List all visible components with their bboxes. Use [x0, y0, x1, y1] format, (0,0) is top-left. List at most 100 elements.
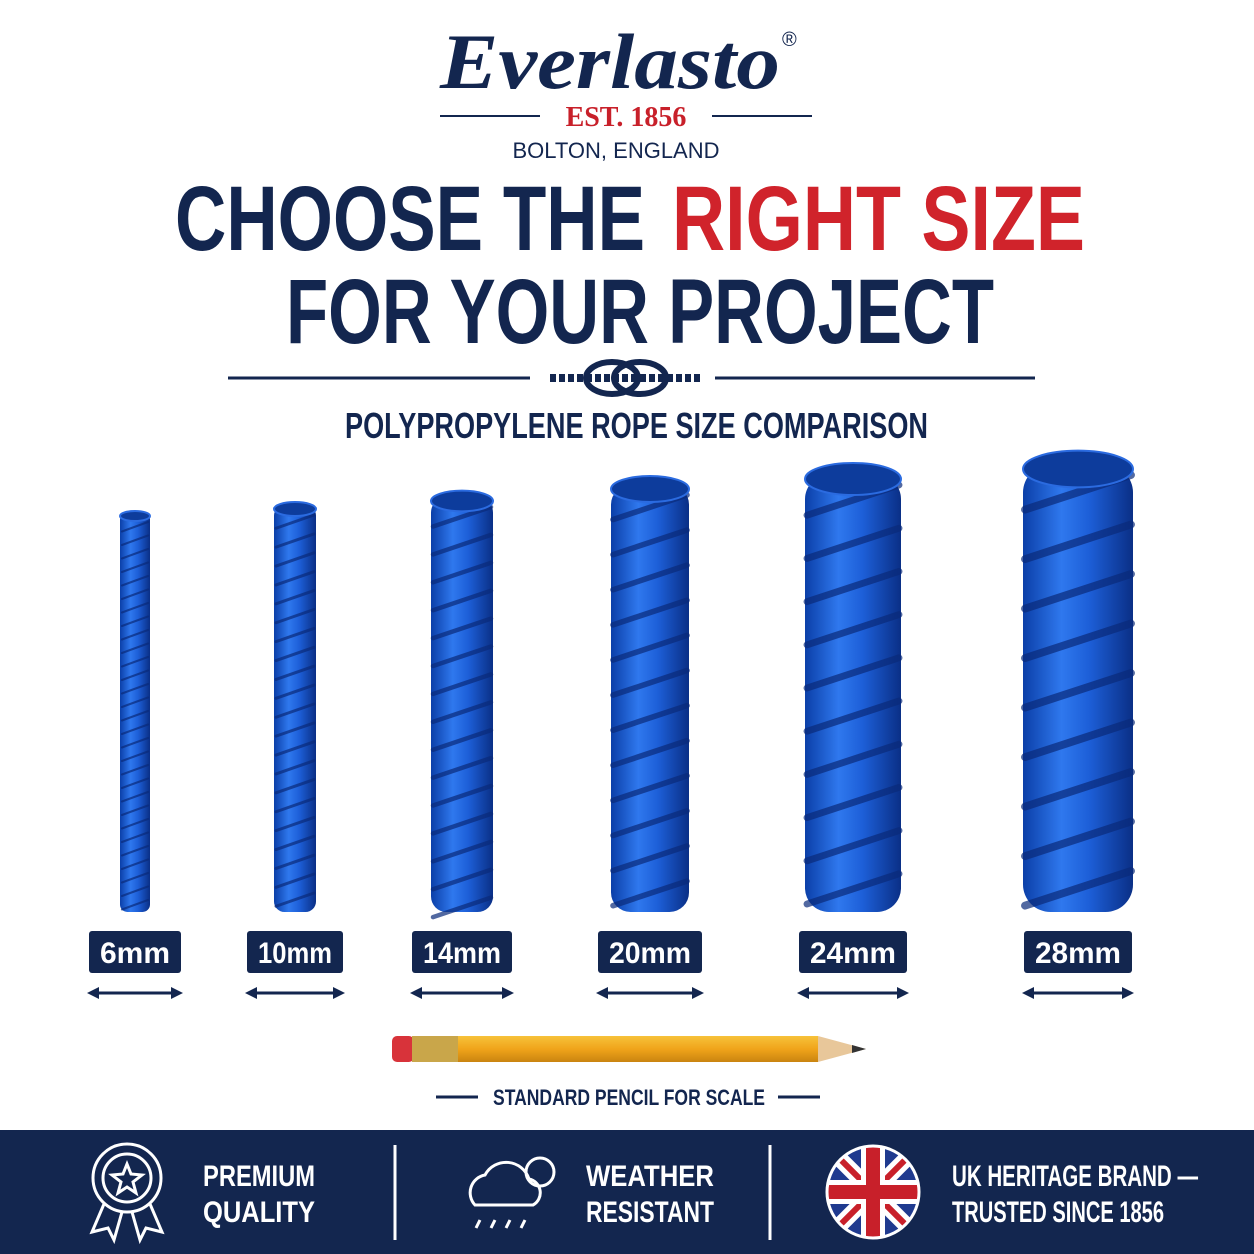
rope-strand [120, 790, 150, 803]
rope-strand [274, 589, 316, 606]
rope-strand [120, 858, 150, 871]
rope-strand [274, 740, 316, 757]
rope-strand [803, 524, 903, 562]
arrow-head [245, 987, 257, 999]
rope-strand [610, 667, 690, 698]
flag-icon [825, 1144, 921, 1240]
rope-strand [120, 763, 150, 776]
rope-strand [120, 682, 150, 695]
pencil [392, 1036, 866, 1062]
feature-text: PREMIUM [203, 1160, 315, 1193]
rope-strand [120, 628, 150, 641]
rope-strand [274, 721, 316, 738]
rope-body [611, 485, 689, 912]
size-label-box [598, 931, 702, 973]
rope-strand [430, 504, 494, 529]
rope-strand [1021, 669, 1135, 712]
rope-end [610, 475, 690, 503]
rope-strand [274, 702, 316, 719]
rope-group: 6mm 10mm 14mm 20mm 24mm 28mm [87, 449, 1135, 999]
brand-name: Everlasto [439, 18, 780, 105]
rope-strand [120, 898, 150, 911]
rope-strand [120, 750, 150, 763]
rope-strand [274, 872, 316, 889]
rope-strand [430, 672, 494, 697]
rope-strand [120, 534, 150, 547]
rope-strand [610, 843, 690, 874]
rope-end [1022, 449, 1134, 489]
headline: CHOOSE THE [175, 168, 645, 270]
rope-strand [610, 737, 690, 769]
rope-strand [120, 588, 150, 601]
arrow-head [692, 987, 704, 999]
rope-strand [120, 601, 150, 614]
rope-strand [274, 683, 316, 700]
rope-strand [430, 727, 494, 752]
feature-text: WEATHER [586, 1160, 714, 1193]
rope-strand [120, 885, 150, 898]
rope [430, 489, 494, 920]
rope-strand [430, 532, 494, 557]
rope-strand [610, 808, 690, 839]
knot-divider [228, 359, 1035, 397]
rope-strand [274, 759, 316, 776]
size-label-box [247, 931, 343, 973]
rope-strand [1021, 817, 1135, 861]
rope-strand [120, 669, 150, 682]
size-label: 20mm [609, 937, 691, 970]
rope-strand [610, 562, 690, 593]
size-label: 10mm [258, 937, 332, 970]
rope-end [273, 501, 317, 517]
rope-strand [120, 723, 150, 736]
size-label-box [89, 931, 181, 973]
rope-strand [803, 870, 903, 908]
size-label: 6mm [100, 937, 170, 970]
badge-icon [89, 1142, 165, 1245]
rope-strand [120, 642, 150, 655]
scale-note: STANDARD PENCIL FOR SCALE [493, 1085, 765, 1110]
rope-strand [803, 827, 903, 865]
feature-text: RESISTANT [586, 1196, 714, 1229]
rope-strand [430, 700, 494, 725]
rope-strand [120, 574, 150, 587]
subtitle: POLYPROPYLENE ROPE SIZE COMPARISON [345, 405, 928, 446]
rope-strand [120, 709, 150, 722]
rope-strand [120, 547, 150, 560]
rope-strand [274, 645, 316, 663]
rope-strand [274, 891, 316, 908]
rope-strand [274, 664, 316, 681]
location: BOLTON, ENGLAND [512, 138, 719, 163]
rope-strand [120, 817, 150, 830]
rope-body [805, 475, 901, 912]
arrow-head [87, 987, 99, 999]
rope-strand [803, 697, 903, 735]
arrow-head [171, 987, 183, 999]
rope-strand [120, 561, 150, 574]
arrow-head [797, 987, 809, 999]
rope [610, 475, 690, 912]
rope-strand [1021, 520, 1135, 564]
rope [273, 501, 317, 912]
rope-end [119, 510, 151, 522]
arrow-head [1122, 987, 1134, 999]
rope-strand [274, 797, 316, 814]
arrow-head [410, 987, 422, 999]
rope [803, 462, 903, 912]
rope-strand [120, 520, 150, 533]
rope-strand [120, 844, 150, 857]
rope-strand [274, 834, 316, 852]
rope-end [430, 489, 494, 513]
size-label: 14mm [423, 937, 501, 970]
rope-strand [274, 608, 316, 625]
rope [119, 510, 151, 912]
arrow-head [897, 987, 909, 999]
rope-strand [803, 783, 903, 822]
arrow-head [502, 987, 514, 999]
arrow-head [1022, 987, 1034, 999]
rope-strand [803, 567, 903, 606]
rope-strand [430, 755, 494, 780]
rope-strand [120, 804, 150, 817]
established: EST. 1856 [566, 102, 687, 133]
rope-strand [430, 783, 494, 808]
